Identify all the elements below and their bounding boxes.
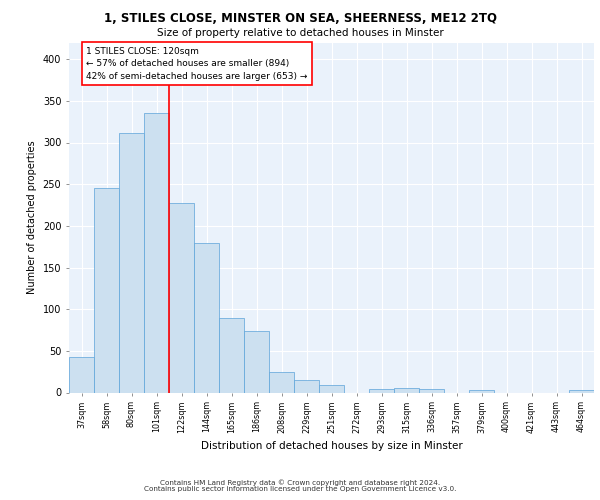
X-axis label: Distribution of detached houses by size in Minster: Distribution of detached houses by size … bbox=[200, 441, 463, 451]
Bar bbox=[469, 390, 494, 392]
Bar bbox=[144, 114, 169, 392]
Text: 1 STILES CLOSE: 120sqm
← 57% of detached houses are smaller (894)
42% of semi-de: 1 STILES CLOSE: 120sqm ← 57% of detached… bbox=[86, 46, 308, 80]
Bar bbox=[119, 132, 144, 392]
Y-axis label: Number of detached properties: Number of detached properties bbox=[27, 140, 37, 294]
Bar bbox=[369, 389, 394, 392]
Bar bbox=[319, 385, 344, 392]
Bar bbox=[419, 389, 444, 392]
Bar bbox=[244, 331, 269, 392]
Bar bbox=[169, 202, 194, 392]
Bar bbox=[569, 390, 594, 392]
Text: Size of property relative to detached houses in Minster: Size of property relative to detached ho… bbox=[157, 28, 443, 38]
Bar bbox=[269, 372, 294, 392]
Bar bbox=[294, 380, 319, 392]
Bar bbox=[394, 388, 419, 392]
Bar bbox=[94, 188, 119, 392]
Bar bbox=[219, 318, 244, 392]
Text: 1, STILES CLOSE, MINSTER ON SEA, SHEERNESS, ME12 2TQ: 1, STILES CLOSE, MINSTER ON SEA, SHEERNE… bbox=[104, 12, 497, 26]
Text: Contains HM Land Registry data © Crown copyright and database right 2024.
Contai: Contains HM Land Registry data © Crown c… bbox=[144, 479, 456, 492]
Bar bbox=[69, 356, 94, 392]
Bar bbox=[194, 242, 219, 392]
